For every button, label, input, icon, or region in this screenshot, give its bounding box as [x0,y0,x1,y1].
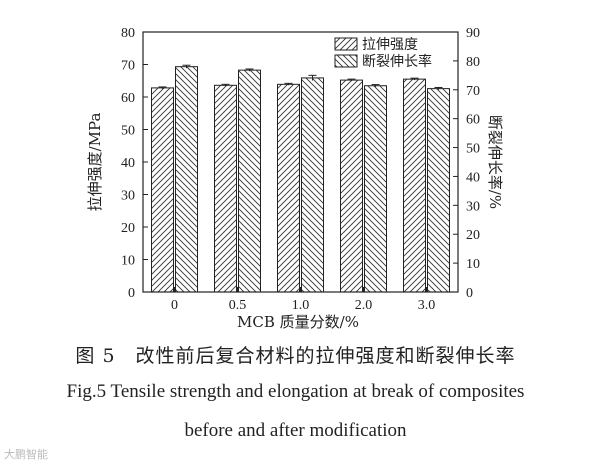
y-tick-label-right-4: 40 [466,170,480,185]
watermark-logo: 大鹏智能 [4,448,48,461]
y-tick-label-left-0: 0 [128,286,135,301]
y-tick-label-right-1: 10 [466,257,480,272]
y-tick-label-left-7: 70 [121,59,135,74]
y-tick-label-left-1: 10 [121,254,135,269]
bar-tensile-strength-1 [214,84,237,293]
bar-elongation-2 [301,77,324,293]
y-tick-label-right-3: 30 [466,199,480,214]
figure-caption-english-line1: Fig.5 Tensile strength and elongation at… [66,381,525,402]
y-axis-label-left: 拉伸强度/MPa [86,113,104,212]
y-tick-label-right-9: 90 [466,26,480,41]
y-tick-label-right-5: 50 [466,142,480,157]
bar-elongation-1 [238,69,261,293]
bar-elongation-4 [427,88,450,293]
legend-swatch-0 [334,37,358,51]
x-tick-label-1: 0.5 [229,298,247,313]
x-tick-label-3: 2.0 [355,298,373,313]
figure-caption-english-line2: before and after modification [184,420,407,441]
y-tick-label-right-8: 80 [466,55,480,70]
x-tick-label-0: 0 [171,298,178,313]
y-tick-label-left-3: 30 [121,189,135,204]
bar-tensile-strength-4 [403,78,426,293]
y-tick-label-left-6: 60 [121,91,135,106]
legend-label-0: 拉伸强度 [362,37,418,53]
bar-tensile-strength-0 [151,87,174,293]
y-tick-label-right-0: 0 [466,286,473,301]
bar-chart: 0 0.5 1.0 2.0 3.0 0 10 20 30 40 50 60 70 80 0 10 20 30 40 5… [86,26,504,331]
y-tick-label-right-2: 20 [466,228,480,243]
bar-elongation-0 [175,66,198,293]
y-tick-label-left-8: 80 [121,26,135,41]
y-tick-label-left-4: 40 [121,156,135,171]
y-tick-label-right-6: 60 [466,113,480,128]
legend-label-1: 断裂伸长率 [362,53,432,70]
legend-swatch-1 [334,54,358,68]
bar-tensile-strength-2 [277,83,300,293]
x-axis-label: MCB 质量分数/% [237,313,359,331]
y-tick-label-left-5: 50 [121,124,135,139]
bar-tensile-strength-3 [340,79,363,293]
y-tick-label-right-7: 70 [466,84,480,99]
x-tick-label-4: 3.0 [418,298,436,313]
figure-caption-chinese: 图 5 改性前后复合材料的拉伸强度和断裂伸长率 [75,345,516,367]
x-tick-label-2: 1.0 [292,298,310,313]
y-axis-label-right: 断裂伸长率/% [486,115,504,209]
bar-elongation-3 [364,85,387,293]
y-tick-label-left-2: 20 [121,221,135,236]
